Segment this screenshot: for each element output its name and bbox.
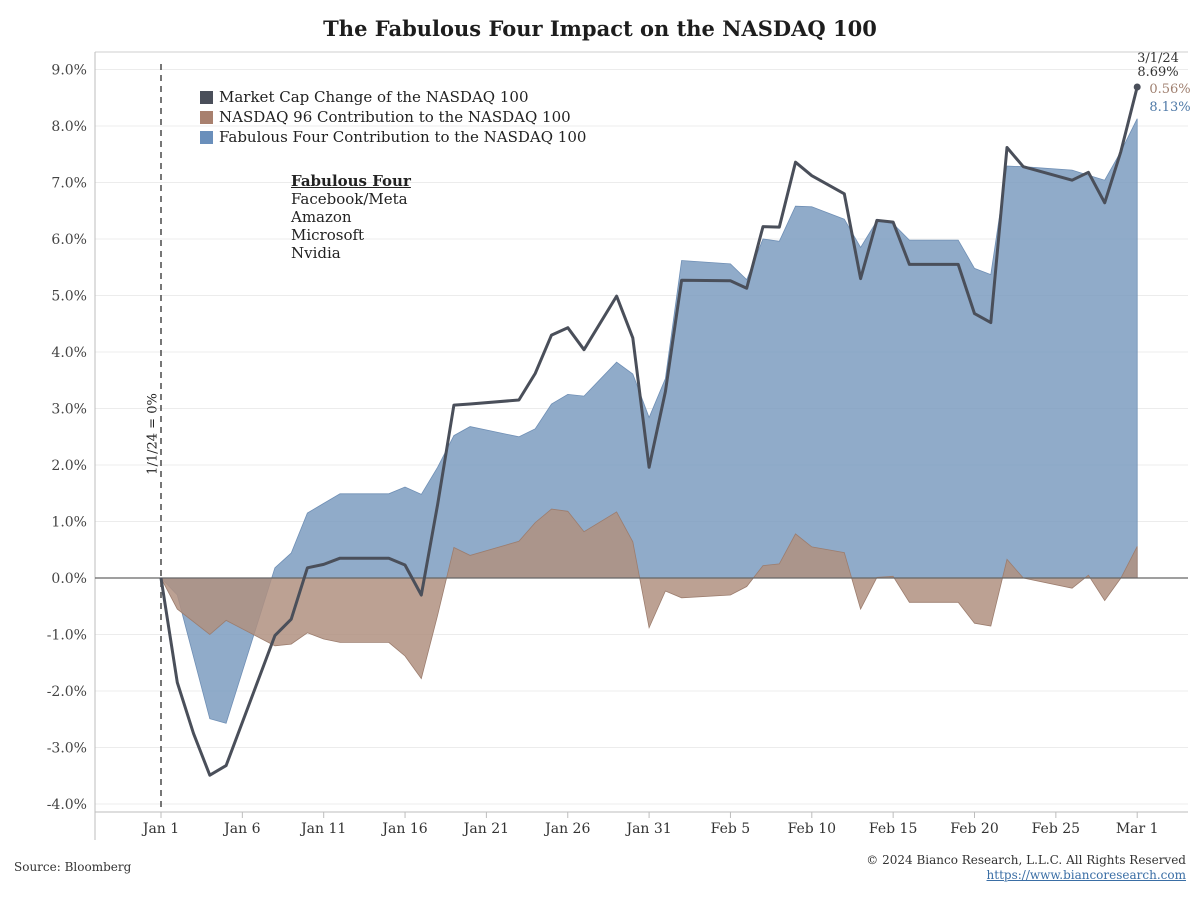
market-cap-line [159,86,1139,777]
y-tick-label: 8.0% [51,119,87,135]
legend-swatch-fab [200,130,213,144]
market-cap-line-layer [159,83,1141,777]
y-tick-labels: 9.0% 8.0% 7.0% 6.0% 5.0% 4.0% 3.0% 2.0% 1.0% 0.0%… [47,63,87,814]
legend-swatch-n96 [200,110,213,124]
legend-label-market: Market Cap Change of the NASDAQ 100 [219,88,529,106]
fabulous-four-heading: Fabulous Four [291,172,411,190]
y-tick-label: 6.0% [51,232,87,248]
x-tick-label: Jan 21 [462,821,509,837]
chart-legend: Market Cap Change of the NASDAQ 100 NASD… [200,87,586,147]
x-tick-label: Feb 15 [869,821,917,837]
axes [94,51,1188,840]
x-tick-label: Jan 26 [543,821,590,837]
y-tick-label: -4.0% [47,797,87,813]
grid-lines [95,69,1188,805]
legend-swatch-market [200,90,213,104]
fabulous-four-member: Amazon [291,208,352,226]
y-tick-label: 4.0% [51,345,87,361]
fabulous-four-area [160,118,1138,724]
endpoint-annotation: 3/1/24 8.69% 0.56% 8.13% [1118,51,1198,115]
legend-label-n96: NASDAQ 96 Contribution to the NASDAQ 100 [219,108,571,126]
legend-item-n96: NASDAQ 96 Contribution to the NASDAQ 100 [200,107,586,127]
x-tick-label: Feb 25 [1032,821,1080,837]
x-tick-label: Jan 11 [299,821,346,837]
copyright-text: © 2024 Bianco Research, L.L.C. All Right… [866,853,1186,867]
y-tick-label: 7.0% [51,176,87,192]
market-cap-end-point [1133,83,1141,91]
x-tick-label: Feb 5 [711,821,751,837]
x-tick-label: Jan 16 [380,821,427,837]
y-tick-label: -2.0% [47,684,87,700]
fabulous-four-area-layer [160,118,1138,724]
legend-label-fab: Fabulous Four Contribution to the NASDAQ… [219,128,587,146]
nasdaq96-area-layer [160,508,1138,680]
y-tick-label: -3.0% [47,741,87,757]
fabulous-four-member: Microsoft [291,226,365,244]
y-tick-label: 3.0% [51,402,87,418]
legend-item-market: Market Cap Change of the NASDAQ 100 [200,87,586,107]
legend-item-fab: Fabulous Four Contribution to the NASDAQ… [200,127,586,147]
x-tick-label: Feb 10 [788,821,836,837]
website-link[interactable]: https://www.biancoresearch.com [986,868,1186,882]
x-tick-label: Feb 20 [950,821,998,837]
chart-title: The Fabulous Four Impact on the NASDAQ 1… [323,16,877,41]
y-tick-label: 9.0% [51,63,87,79]
source-note: Source: Bloomberg [14,860,132,874]
copyright-block: © 2024 Bianco Research, L.L.C. All Right… [866,853,1186,883]
x-tick-label: Jan 1 [141,821,179,837]
annotation-n96: 0.56% [1149,82,1191,97]
x-tick-label: Jan 31 [624,821,671,837]
start-date-label: 1/1/24 = 0% [145,393,161,475]
fabulous-four-member: Facebook/Meta [291,190,408,208]
annotation-fab: 8.13% [1149,100,1191,115]
annotation-date: 3/1/24 [1137,51,1179,66]
y-tick-label: 0.0% [51,571,87,587]
nasdaq96-area [160,508,1138,680]
annotation-total: 8.69% [1137,65,1179,80]
x-tick-label: Jan 6 [222,821,260,837]
y-tick-label: 5.0% [51,289,87,305]
x-tick-label: Mar 1 [1116,821,1159,837]
fabulous-four-member: Nvidia [291,244,341,262]
y-tick-label: -1.0% [47,628,87,644]
x-tick-labels: Jan 1 Jan 6 Jan 11 Jan 16 Jan 21 Jan 26 Jan 31… [141,821,1159,837]
fabulous-four-list: Fabulous Four Facebook/Meta Amazon Micro… [291,172,411,262]
y-tick-label: 2.0% [51,458,87,474]
y-tick-label: 1.0% [51,515,87,531]
